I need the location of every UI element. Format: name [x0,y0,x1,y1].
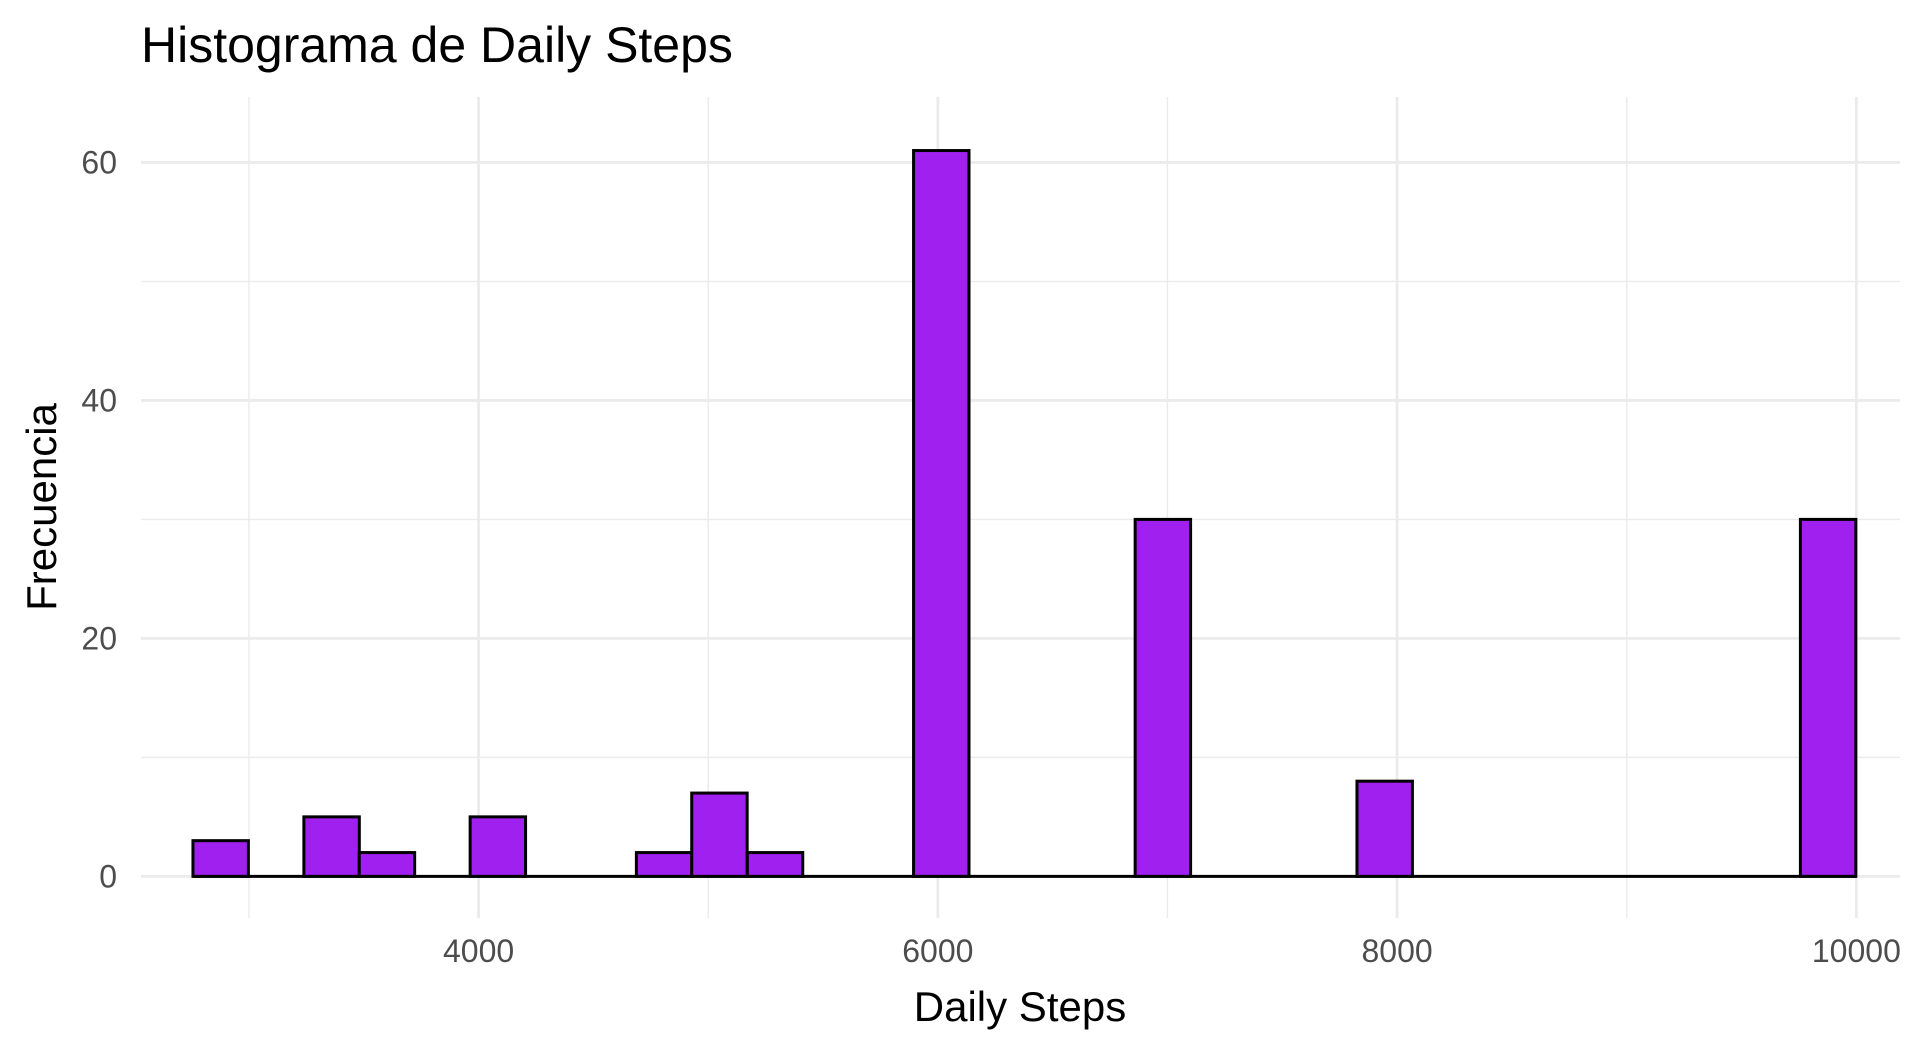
x-tick-label: 10000 [1812,933,1901,969]
histogram-bar [468,815,528,878]
y-tick-label: 60 [81,144,117,180]
histogram-bar [634,851,694,878]
y-axis-title: Frecuencia [18,402,65,610]
y-tick-label: 0 [99,858,117,894]
x-axis-title: Daily Steps [914,983,1126,1030]
x-tick-label: 4000 [443,933,514,969]
histogram-bar [1355,779,1414,878]
chart-title: Histograma de Daily Steps [141,17,733,73]
histogram-bar [302,815,361,878]
histogram-bar [357,851,417,878]
histogram-bar [191,839,250,878]
histogram-bar [1798,517,1858,878]
grid-layer [141,97,1900,918]
histogram-bar [745,851,805,878]
y-tick-label: 40 [81,382,117,418]
x-tick-label: 6000 [902,933,973,969]
histogram-bar [1133,517,1193,878]
histogram-bar [690,791,749,878]
x-tick-label: 8000 [1362,933,1433,969]
bars-layer [191,149,1858,878]
tick-labels-layer: 4000 6000 8000 10000 0 20 40 60 [81,144,1900,969]
histogram-bar [912,149,971,878]
y-tick-label: 20 [81,620,117,656]
